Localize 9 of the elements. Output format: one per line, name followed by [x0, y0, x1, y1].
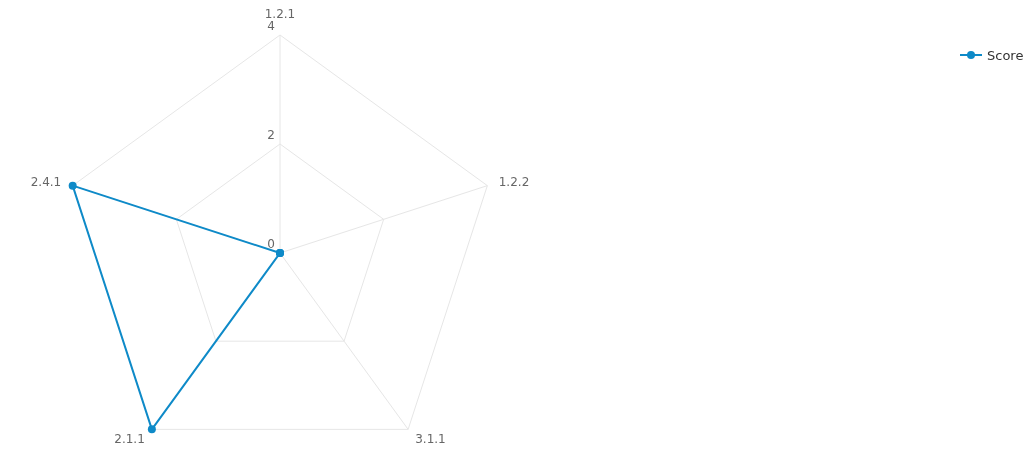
y-tick-label: 0 [267, 237, 275, 251]
y-tick-label: 4 [267, 19, 275, 33]
spoke-label: 2.1.1 [114, 432, 145, 447]
spoke-label: 3.1.1 [415, 432, 446, 447]
spoke-label: 1.2.2 [498, 174, 530, 189]
spoke-label: 1.2.1 [264, 7, 296, 21]
spoke-label: 2.4.1 [30, 174, 62, 189]
legend-label: Score [987, 47, 1024, 63]
y-tick-label: 2 [267, 128, 275, 142]
